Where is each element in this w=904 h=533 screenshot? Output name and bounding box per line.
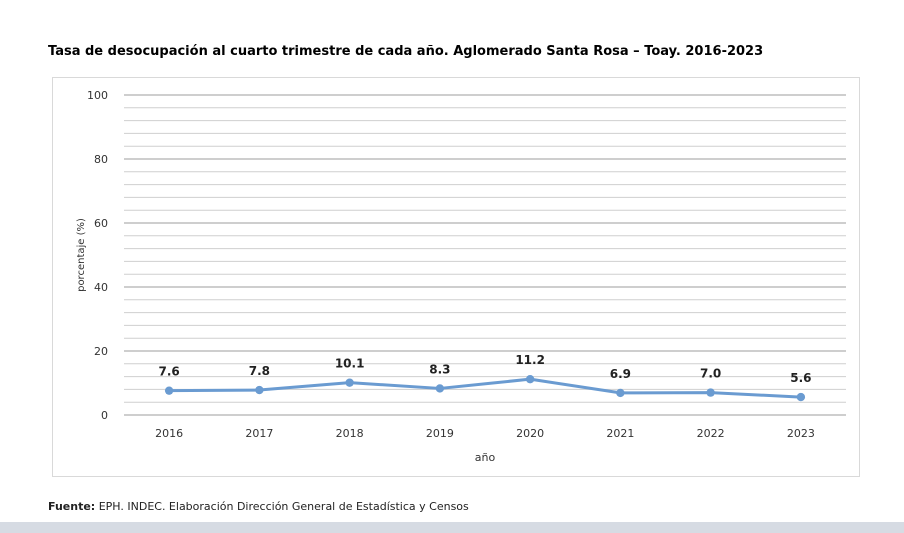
x-tick-label: 2020 — [516, 427, 544, 440]
x-tick-labels: 2016 2017 2018 2019 2020 2021 2022 2023 — [155, 427, 815, 440]
data-point — [796, 392, 806, 402]
source-note: Fuente: EPH. INDEC. Elaboración Direcció… — [48, 500, 469, 513]
y-tick-label: 0 — [101, 409, 108, 422]
y-tick-label: 20 — [94, 345, 108, 358]
data-label: 7.8 — [249, 364, 270, 378]
y-tick-label: 100 — [87, 89, 108, 102]
y-tick-label: 40 — [94, 281, 108, 294]
data-label: 8.3 — [429, 362, 450, 376]
data-point — [616, 388, 625, 398]
x-axis-label: año — [475, 451, 496, 464]
data-point — [345, 378, 354, 387]
data-point — [164, 386, 174, 395]
data-label: 7.0 — [700, 367, 721, 381]
source-text: EPH. INDEC. Elaboración Dirección Genera… — [95, 500, 469, 513]
chart-frame — [52, 77, 860, 477]
data-label: 7.6 — [158, 365, 179, 379]
y-axis-label: porcentaje (%) — [76, 218, 87, 292]
gridlines — [124, 94, 846, 416]
source-label: Fuente: — [48, 500, 96, 513]
y-tick-labels: 0 20 40 60 80 100 — [87, 89, 108, 422]
bottom-strip — [0, 522, 904, 533]
x-tick-label: 2021 — [606, 427, 634, 440]
y-tick-label: 80 — [94, 153, 108, 166]
x-tick-label: 2023 — [787, 427, 815, 440]
data-point — [255, 385, 264, 395]
data-point — [706, 388, 715, 397]
data-label: 10.1 — [335, 357, 365, 371]
x-tick-label: 2018 — [336, 427, 364, 440]
x-tick-label: 2017 — [245, 427, 273, 440]
data-label: 5.6 — [790, 371, 811, 385]
data-label: 6.9 — [610, 367, 631, 381]
series-line — [169, 377, 801, 399]
y-tick-label: 60 — [94, 217, 108, 230]
data-point — [525, 374, 535, 384]
x-tick-label: 2016 — [155, 427, 183, 440]
x-tick-label: 2022 — [697, 427, 725, 440]
data-label: 11.2 — [515, 353, 545, 367]
series-layer: 7.6 7.8 10.1 8.3 11.2 6.9 7.0 5.6 — [158, 353, 812, 402]
chart-title: Tasa de desocupación al cuarto trimestre… — [48, 44, 764, 59]
x-tick-label: 2019 — [426, 427, 454, 440]
data-point — [435, 384, 445, 393]
